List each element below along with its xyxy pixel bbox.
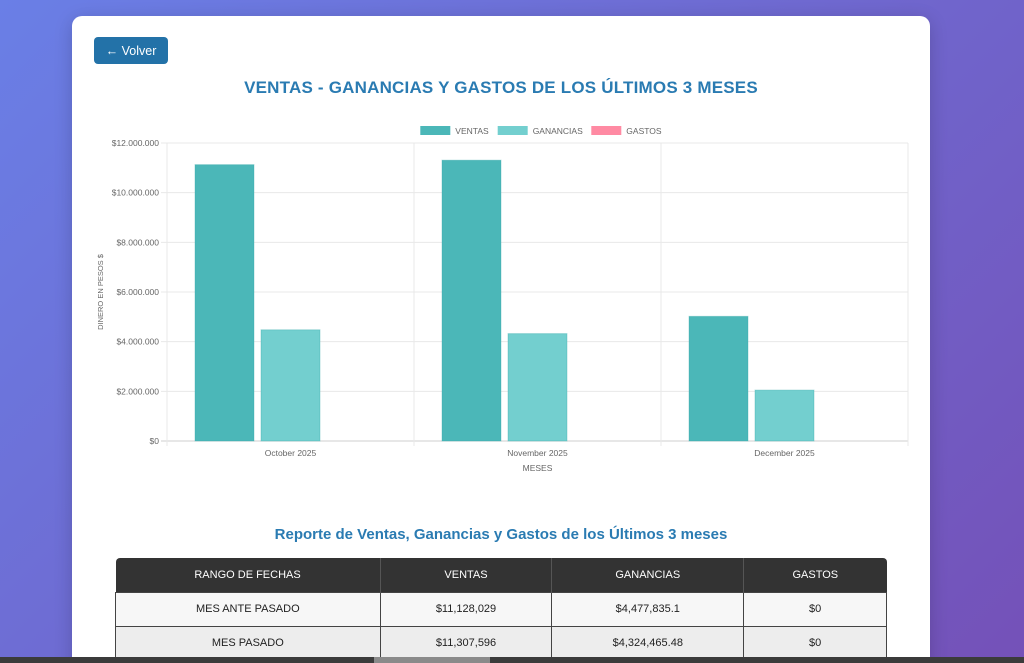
bar-ganancias-1: [507, 333, 568, 442]
y-tick-label: $12.000.000: [112, 138, 160, 148]
x-tick-label: November 2025: [507, 448, 568, 458]
bar-ventas-0: [194, 164, 255, 442]
table-cell: $11,128,029: [379, 591, 553, 627]
column-header: RANGO DE FECHAS: [115, 558, 381, 592]
page-title: VENTAS - GANANCIAS Y GASTOS DE LOS ÚLTIM…: [244, 78, 758, 97]
legend-swatch-ventas: [420, 126, 451, 135]
column-header: VENTAS: [380, 558, 553, 592]
table-cell: MES ANTE PASADO: [115, 591, 381, 627]
scrollbar-thumb[interactable]: [374, 657, 490, 663]
x-tick-label: October 2025: [265, 448, 317, 458]
table-cell: MES PASADO: [115, 625, 381, 661]
column-header: GASTOS: [743, 558, 887, 592]
x-tick-label: December 2025: [754, 448, 815, 458]
x-axis-title: MESES: [523, 463, 553, 473]
y-tick-label: $2.000.000: [116, 386, 159, 396]
table-row: MES ANTE PASADO $11,128,029 $4,477,835.1…: [115, 591, 887, 627]
bar-ganancias-0: [260, 329, 321, 442]
y-tick-label: $10.000.000: [112, 188, 160, 198]
table-cell: $11,307,596: [379, 625, 553, 661]
table-header-row: RANGO DE FECHAS VENTAS GANANCIAS GASTOS: [115, 558, 887, 592]
legend-label-ventas: VENTAS: [455, 126, 489, 136]
y-tick-label: $0: [150, 436, 160, 446]
bar-ventas-2: [688, 315, 749, 442]
back-button[interactable]: ← Volver: [94, 37, 168, 64]
legend-label-gastos: GASTOS: [626, 126, 662, 136]
sales-bar-chart: $0 $2.000.000 $4.000.000 $6.000.000 $8.000.0…: [96, 126, 909, 473]
column-header: GANANCIAS: [551, 558, 745, 592]
bar-ventas-1: [441, 159, 502, 442]
legend-swatch-gastos: [591, 126, 622, 135]
report-card: ← Volver VENTAS - GANANCIAS Y GASTOS DE …: [72, 16, 930, 663]
horizontal-scrollbar[interactable]: [0, 657, 1024, 663]
report-table: RANGO DE FECHAS VENTAS GANANCIAS GASTOS …: [115, 558, 887, 661]
table-cell: $0: [743, 625, 887, 661]
table-cell: $4,477,835.1: [551, 591, 745, 627]
y-tick-label: $8.000.000: [116, 237, 159, 247]
table-cell: $4,324,465.48: [551, 625, 745, 661]
y-tick-label: $6.000.000: [116, 287, 159, 297]
table-cell: $0: [743, 591, 887, 627]
y-axis-title: DINERO EN PESOS $: [96, 253, 105, 330]
bar-ganancias-2: [754, 389, 815, 442]
report-title: Reporte de Ventas, Ganancias y Gastos de…: [274, 526, 728, 543]
legend-swatch-ganancias: [497, 126, 528, 135]
table-row: MES PASADO $11,307,596 $4,324,465.48 $0: [115, 625, 887, 661]
y-tick-label: $4.000.000: [116, 337, 159, 347]
legend-label-ganancias: GANANCIAS: [533, 126, 583, 136]
